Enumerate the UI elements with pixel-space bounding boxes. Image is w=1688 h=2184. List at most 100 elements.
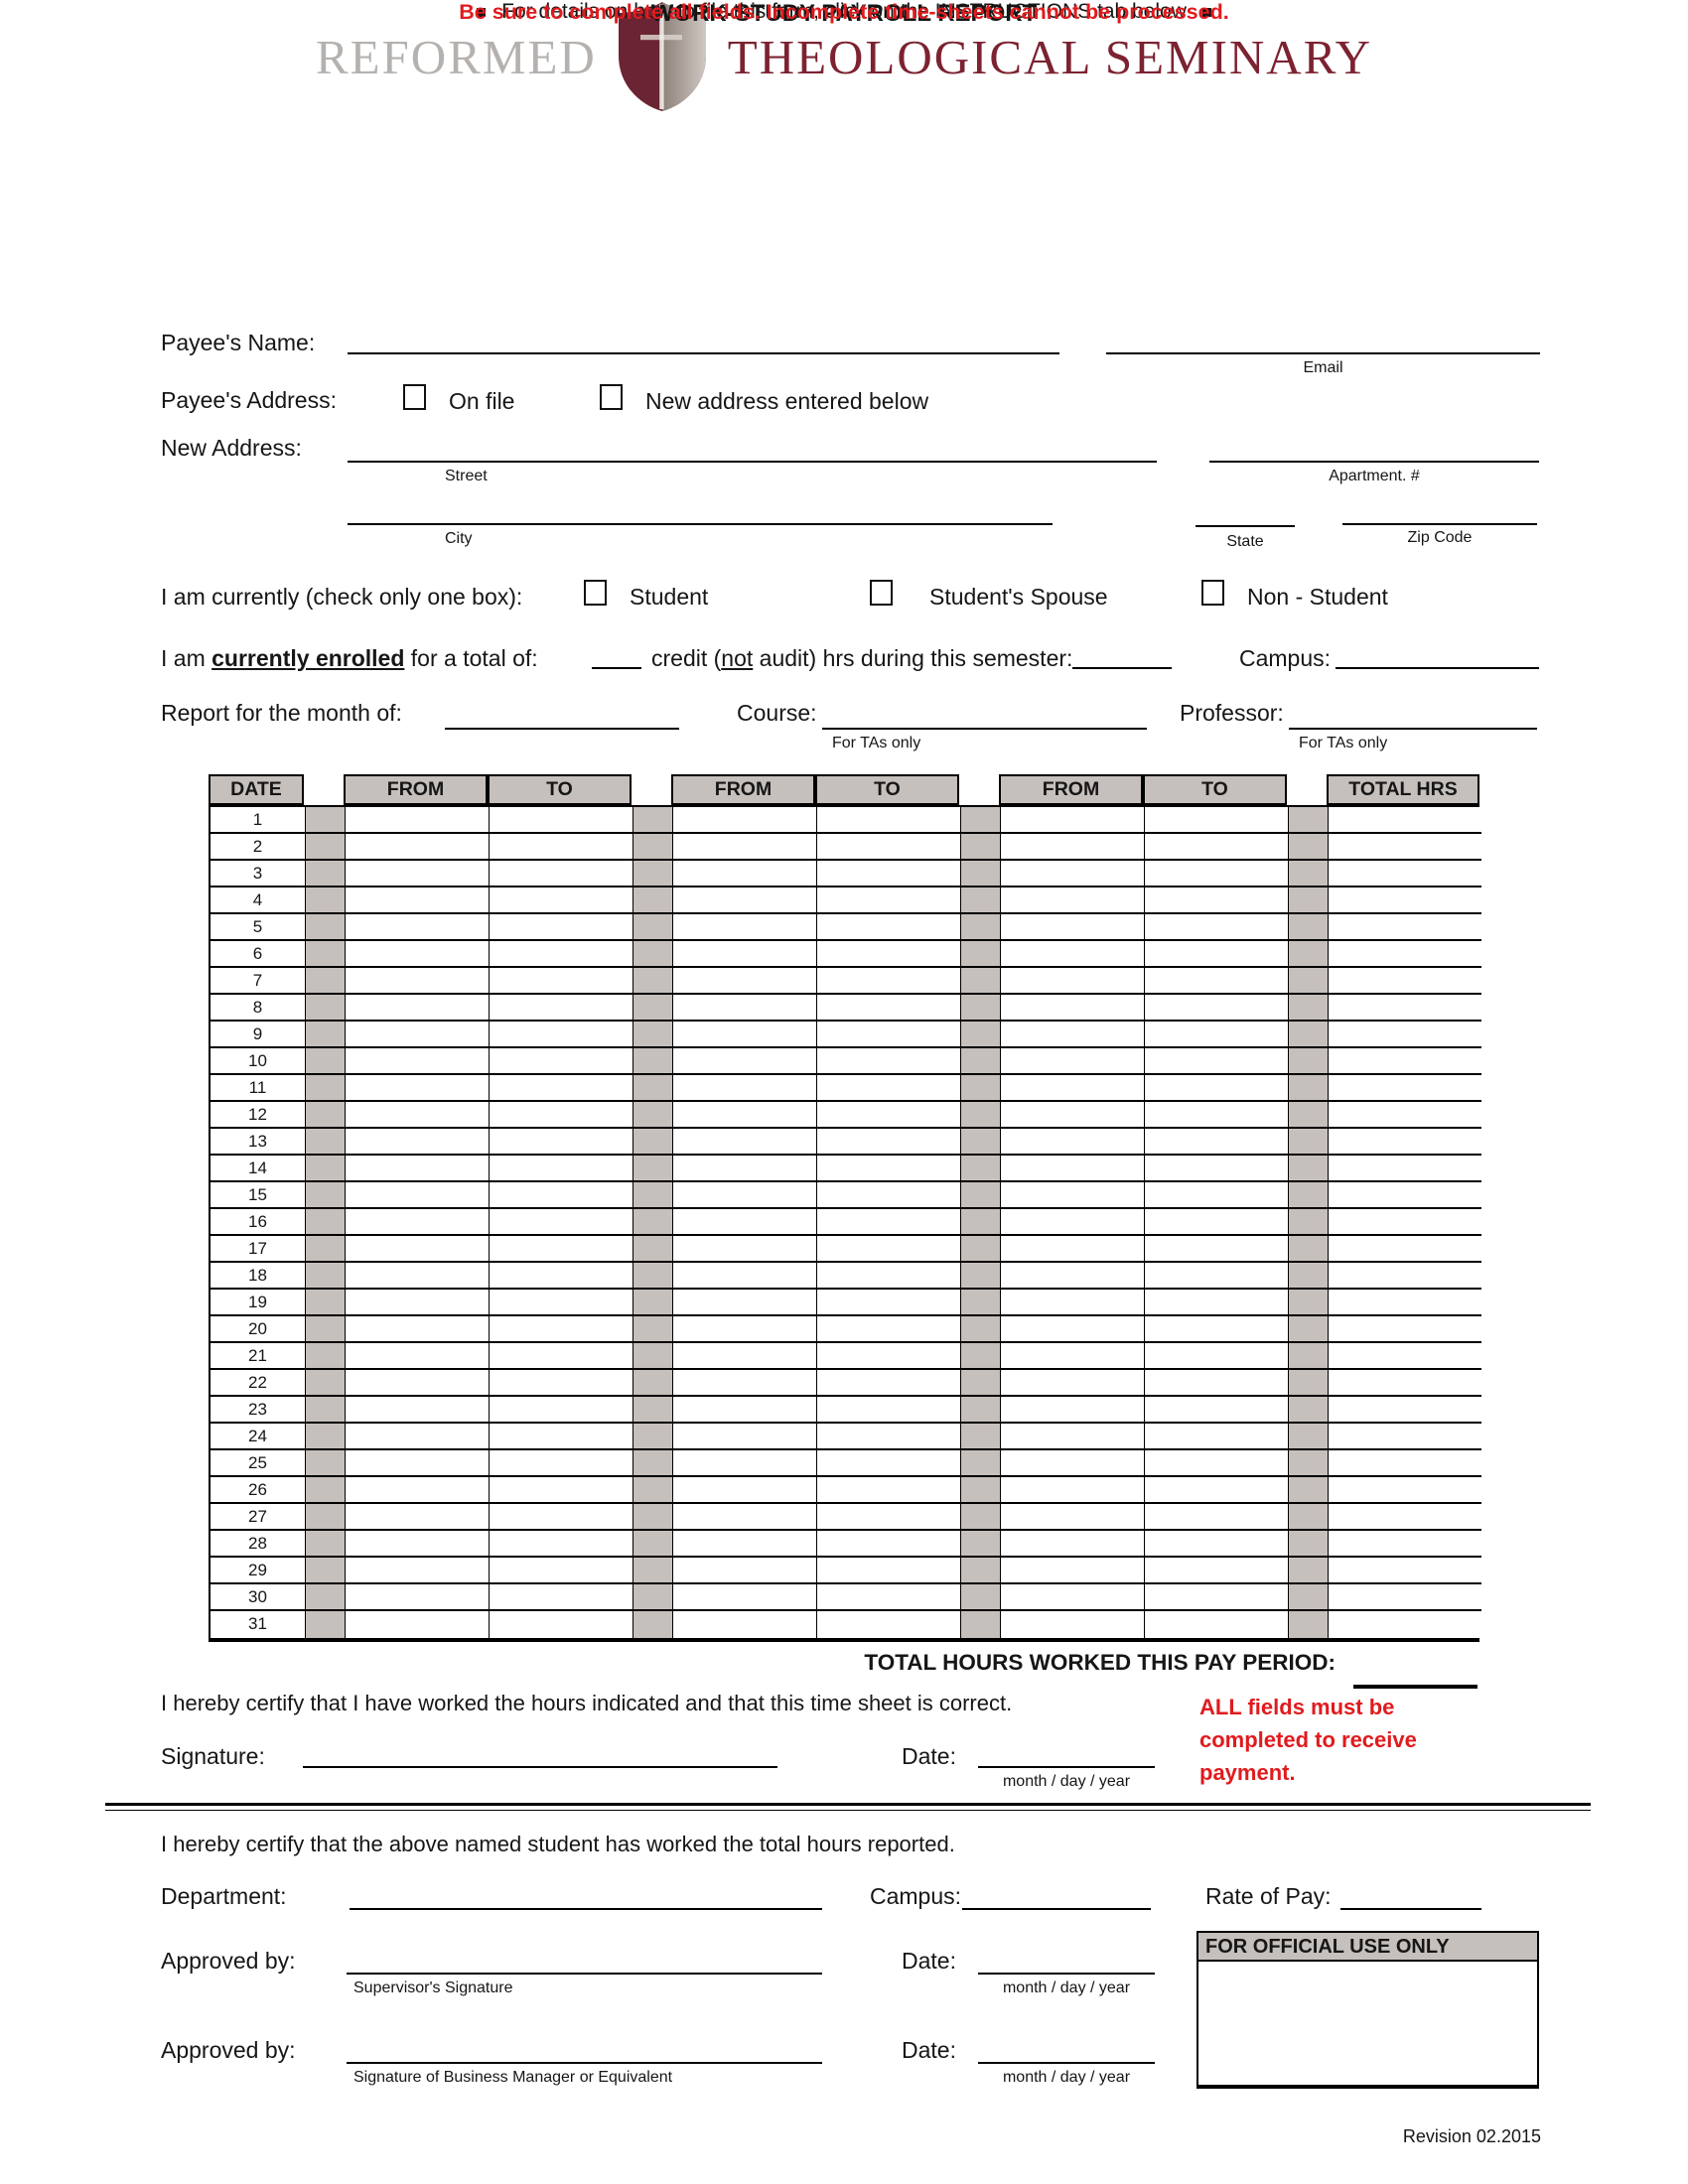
on-file-checkbox[interactable] [403,384,426,410]
time-entry-cell[interactable] [490,1424,633,1450]
time-entry-cell[interactable] [1001,887,1145,914]
time-entry-cell[interactable] [490,1558,633,1584]
time-entry-cell[interactable] [1001,1182,1145,1209]
time-entry-cell[interactable] [817,941,961,968]
total-hrs-cell[interactable] [1329,1316,1481,1343]
time-entry-cell[interactable] [1145,1504,1289,1531]
time-entry-cell[interactable] [817,1022,961,1048]
total-hrs-cell[interactable] [1329,914,1481,941]
time-entry-cell[interactable] [1001,914,1145,941]
time-entry-cell[interactable] [817,1531,961,1558]
time-entry-cell[interactable] [1145,1397,1289,1424]
time-entry-cell[interactable] [673,861,817,887]
time-entry-cell[interactable] [817,1397,961,1424]
rate-of-pay-field[interactable] [1340,1908,1481,1910]
time-entry-cell[interactable] [817,1156,961,1182]
time-entry-cell[interactable] [1145,968,1289,995]
time-entry-cell[interactable] [673,995,817,1022]
total-hrs-cell[interactable] [1329,1102,1481,1129]
time-entry-cell[interactable] [490,1370,633,1397]
time-entry-cell[interactable] [490,1236,633,1263]
time-entry-cell[interactable] [673,1370,817,1397]
total-hrs-cell[interactable] [1329,1584,1481,1611]
time-entry-cell[interactable] [346,1397,490,1424]
total-hrs-cell[interactable] [1329,1370,1481,1397]
payee-name-field[interactable] [348,352,1059,354]
time-entry-cell[interactable] [490,1611,633,1638]
time-entry-cell[interactable] [1145,861,1289,887]
total-hrs-cell[interactable] [1329,1397,1481,1424]
approval-campus-field[interactable] [962,1908,1151,1910]
time-entry-cell[interactable] [490,1102,633,1129]
time-entry-cell[interactable] [1001,1156,1145,1182]
time-entry-cell[interactable] [346,1102,490,1129]
time-entry-cell[interactable] [673,941,817,968]
time-entry-cell[interactable] [817,1263,961,1290]
time-entry-cell[interactable] [346,914,490,941]
zip-field[interactable] [1342,523,1537,525]
time-entry-cell[interactable] [1001,861,1145,887]
student-checkbox[interactable] [584,580,607,606]
time-entry-cell[interactable] [346,1263,490,1290]
time-entry-cell[interactable] [346,887,490,914]
time-entry-cell[interactable] [817,834,961,861]
time-entry-cell[interactable] [1001,1558,1145,1584]
professor-field[interactable] [1289,728,1537,730]
time-entry-cell[interactable] [1145,1316,1289,1343]
time-entry-cell[interactable] [1001,968,1145,995]
time-entry-cell[interactable] [490,914,633,941]
time-entry-cell[interactable] [673,914,817,941]
time-entry-cell[interactable] [346,941,490,968]
course-field[interactable] [822,728,1147,730]
time-entry-cell[interactable] [817,1424,961,1450]
time-entry-cell[interactable] [817,914,961,941]
time-entry-cell[interactable] [673,1182,817,1209]
time-entry-cell[interactable] [346,1611,490,1638]
time-entry-cell[interactable] [1001,941,1145,968]
time-entry-cell[interactable] [346,1584,490,1611]
time-entry-cell[interactable] [673,1504,817,1531]
time-entry-cell[interactable] [817,1209,961,1236]
time-entry-cell[interactable] [346,968,490,995]
time-entry-cell[interactable] [1001,807,1145,834]
time-entry-cell[interactable] [346,1022,490,1048]
manager-date-field[interactable] [978,2062,1155,2064]
time-entry-cell[interactable] [1001,1397,1145,1424]
time-entry-cell[interactable] [1145,1477,1289,1504]
time-entry-cell[interactable] [1145,1531,1289,1558]
time-entry-cell[interactable] [346,1182,490,1209]
time-entry-cell[interactable] [1145,1048,1289,1075]
time-entry-cell[interactable] [490,1477,633,1504]
credit-hours-field[interactable] [592,667,641,669]
time-entry-cell[interactable] [673,1075,817,1102]
time-entry-cell[interactable] [346,1236,490,1263]
time-entry-cell[interactable] [346,1558,490,1584]
total-hrs-cell[interactable] [1329,1156,1481,1182]
time-entry-cell[interactable] [1001,1531,1145,1558]
new-address-checkbox[interactable] [600,384,623,410]
campus-field[interactable] [1336,667,1539,669]
time-entry-cell[interactable] [1001,1263,1145,1290]
time-entry-cell[interactable] [1145,1156,1289,1182]
time-entry-cell[interactable] [1001,1209,1145,1236]
time-entry-cell[interactable] [490,834,633,861]
time-entry-cell[interactable] [346,1290,490,1316]
total-hrs-cell[interactable] [1329,807,1481,834]
time-entry-cell[interactable] [1145,1129,1289,1156]
time-entry-cell[interactable] [1145,834,1289,861]
time-entry-cell[interactable] [817,1450,961,1477]
time-entry-cell[interactable] [1001,1370,1145,1397]
time-entry-cell[interactable] [1001,1584,1145,1611]
time-entry-cell[interactable] [346,995,490,1022]
time-entry-cell[interactable] [673,1397,817,1424]
time-entry-cell[interactable] [1001,1075,1145,1102]
total-hrs-cell[interactable] [1329,1450,1481,1477]
time-entry-cell[interactable] [1145,914,1289,941]
time-entry-cell[interactable] [1001,1290,1145,1316]
time-entry-cell[interactable] [490,1209,633,1236]
time-entry-cell[interactable] [1145,1424,1289,1450]
time-entry-cell[interactable] [490,941,633,968]
time-entry-cell[interactable] [817,1370,961,1397]
total-hours-field[interactable] [1353,1685,1477,1689]
street-field[interactable] [348,461,1157,463]
